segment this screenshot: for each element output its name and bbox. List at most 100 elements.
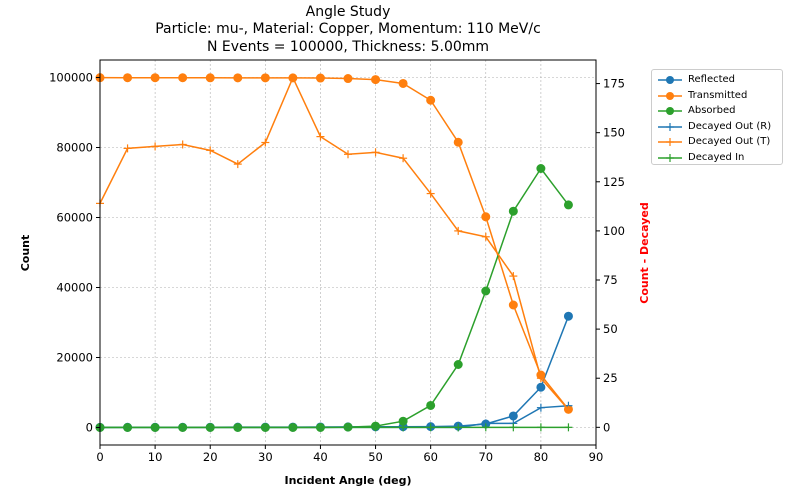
y-tick-label-right: 25 — [603, 371, 618, 385]
data-point — [398, 78, 408, 88]
series-line-reflected — [99, 315, 570, 429]
data-point — [316, 132, 325, 141]
legend-entry: Decayed Out (T) — [656, 134, 778, 150]
x-axis-label: Incident Angle (deg) — [284, 474, 411, 487]
data-point — [563, 311, 573, 321]
data-point — [344, 423, 352, 432]
legend-label: Reflected — [688, 74, 736, 85]
data-point — [151, 423, 160, 432]
legend-entry: Absorbed — [656, 103, 778, 119]
legend-swatch — [658, 138, 682, 146]
data-point — [288, 423, 297, 432]
legend-label: Decayed In — [688, 151, 745, 163]
data-point — [426, 423, 435, 432]
data-point — [563, 200, 573, 210]
data-point — [536, 374, 545, 383]
data-point — [344, 150, 352, 159]
data-point — [315, 73, 325, 83]
data-point — [481, 232, 490, 241]
y-tick-label-left: 80000 — [56, 141, 93, 155]
series-decayed-out-t — [96, 73, 573, 414]
y-tick-label-right: 75 — [603, 273, 618, 287]
x-tick-label: 50 — [368, 450, 383, 464]
data-point — [564, 423, 573, 432]
chart-title: Angle Study — [305, 4, 391, 20]
data-point — [371, 423, 380, 432]
data-point — [481, 286, 491, 296]
legend-entry: Transmitted — [656, 88, 778, 104]
data-point — [509, 423, 518, 432]
axes: 0 10 20 30 40 50 60 70 80 90 0 20000 40000 60000 80000… — [49, 59, 625, 464]
chart-subtitle-particle: Particle: mu-, Material: Copper, Momentu… — [155, 21, 541, 37]
data-point — [261, 423, 270, 432]
legend-entry: Decayed Out (R) — [656, 119, 778, 135]
data-point — [178, 73, 188, 83]
data-point — [426, 400, 436, 410]
data-point — [233, 73, 243, 83]
grid — [99, 60, 597, 445]
data-point — [233, 423, 242, 432]
data-point — [371, 148, 380, 157]
series-decayed-in — [96, 423, 573, 432]
data-point — [150, 73, 160, 83]
data-point — [371, 75, 381, 85]
series-line-decayed-out-r — [100, 404, 569, 429]
data-point — [288, 73, 297, 82]
data-point — [206, 423, 215, 432]
legend-swatch — [658, 122, 682, 131]
legend-label: Decayed Out (R) — [688, 120, 772, 132]
legend-swatch — [658, 107, 682, 115]
chart-subtitle-events: N Events = 100000, Thickness: 5.00mm — [206, 39, 490, 55]
data-point — [426, 189, 435, 198]
data-point — [508, 300, 518, 310]
data-point — [316, 423, 325, 432]
data-point — [343, 74, 353, 84]
y-axis-label-left: Count — [19, 235, 32, 272]
data-point — [481, 212, 491, 222]
y-tick-label-left: 0 — [86, 421, 93, 435]
data-point — [399, 154, 408, 163]
plot-frame — [99, 59, 597, 446]
data-point — [481, 423, 490, 432]
y-tick-label-left: 100000 — [49, 71, 93, 85]
data-point — [260, 73, 270, 83]
x-tick-label: 80 — [534, 450, 549, 464]
data-point — [399, 423, 408, 432]
data-point — [536, 423, 545, 432]
y-tick-label-left: 20000 — [56, 351, 93, 365]
y-tick-label-right: 0 — [603, 420, 610, 434]
data-point — [508, 411, 518, 421]
data-point — [151, 142, 160, 151]
legend-swatch — [658, 153, 682, 162]
data-point — [205, 73, 215, 83]
x-tick-label: 20 — [203, 450, 218, 464]
legend-swatch — [658, 76, 682, 84]
y-tick-label-left: 60000 — [56, 211, 93, 225]
legend-label: Decayed Out (T) — [688, 136, 771, 147]
data-point — [206, 146, 215, 155]
legend-entry: Decayed In — [656, 150, 778, 166]
data-point — [564, 405, 573, 414]
x-tick-label: 30 — [258, 450, 273, 464]
y-axis-label-right: Count - Decayed — [638, 202, 651, 303]
legend-label: Transmitted — [688, 89, 748, 101]
data-point — [123, 73, 133, 83]
series — [95, 73, 573, 432]
data-point — [508, 206, 518, 216]
data-point — [261, 138, 270, 147]
y-tick-label-right: 175 — [603, 77, 625, 91]
x-tick-label: 70 — [478, 450, 493, 464]
legend-entry: Reflected — [656, 72, 778, 88]
data-point — [123, 144, 132, 153]
legend-swatch — [658, 91, 682, 100]
data-point — [233, 160, 242, 169]
y-tick-label-right: 100 — [603, 224, 625, 238]
legend-label: Absorbed — [688, 105, 736, 116]
data-point — [454, 226, 463, 235]
data-point — [453, 137, 463, 147]
series-absorbed — [95, 164, 573, 432]
data-point — [509, 272, 518, 281]
data-point — [123, 423, 132, 432]
